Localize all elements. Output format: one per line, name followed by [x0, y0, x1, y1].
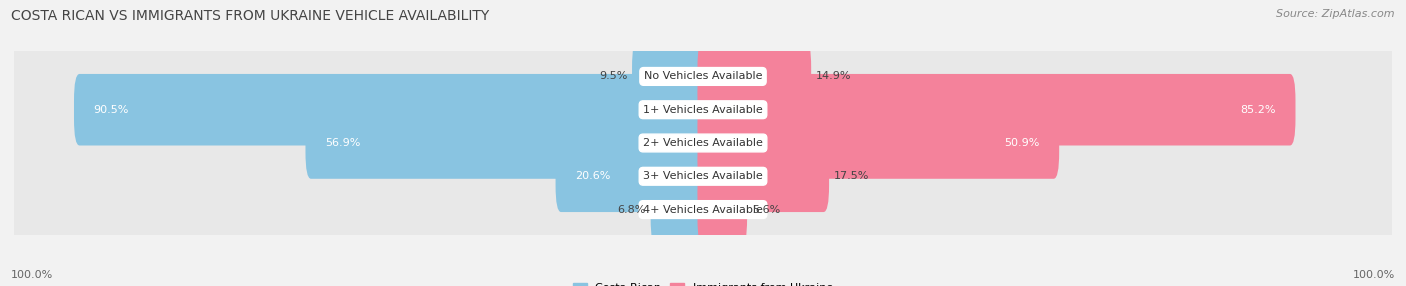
Text: Source: ZipAtlas.com: Source: ZipAtlas.com [1277, 9, 1395, 19]
Text: 3+ Vehicles Available: 3+ Vehicles Available [643, 171, 763, 181]
Text: 6.8%: 6.8% [617, 204, 645, 214]
Text: 20.6%: 20.6% [575, 171, 610, 181]
FancyBboxPatch shape [697, 74, 1295, 146]
Text: 4+ Vehicles Available: 4+ Vehicles Available [643, 204, 763, 214]
Text: No Vehicles Available: No Vehicles Available [644, 72, 762, 82]
FancyBboxPatch shape [697, 174, 747, 245]
Text: 56.9%: 56.9% [325, 138, 360, 148]
FancyBboxPatch shape [651, 174, 709, 245]
FancyBboxPatch shape [4, 80, 1402, 206]
Text: 14.9%: 14.9% [815, 72, 852, 82]
FancyBboxPatch shape [305, 107, 709, 179]
FancyBboxPatch shape [75, 74, 709, 146]
Text: 100.0%: 100.0% [1353, 270, 1395, 280]
Text: 50.9%: 50.9% [1004, 138, 1040, 148]
FancyBboxPatch shape [697, 107, 1059, 179]
Text: 17.5%: 17.5% [834, 171, 869, 181]
Text: 1+ Vehicles Available: 1+ Vehicles Available [643, 105, 763, 115]
FancyBboxPatch shape [555, 140, 709, 212]
FancyBboxPatch shape [697, 140, 830, 212]
FancyBboxPatch shape [633, 41, 709, 112]
Text: 2+ Vehicles Available: 2+ Vehicles Available [643, 138, 763, 148]
FancyBboxPatch shape [697, 41, 811, 112]
FancyBboxPatch shape [4, 146, 1402, 273]
Text: 9.5%: 9.5% [599, 72, 627, 82]
Text: 5.6%: 5.6% [752, 204, 780, 214]
Text: 100.0%: 100.0% [11, 270, 53, 280]
FancyBboxPatch shape [4, 13, 1402, 140]
FancyBboxPatch shape [4, 113, 1402, 240]
Text: 90.5%: 90.5% [93, 105, 129, 115]
Text: 85.2%: 85.2% [1240, 105, 1277, 115]
FancyBboxPatch shape [4, 46, 1402, 173]
Text: COSTA RICAN VS IMMIGRANTS FROM UKRAINE VEHICLE AVAILABILITY: COSTA RICAN VS IMMIGRANTS FROM UKRAINE V… [11, 9, 489, 23]
Legend: Costa Rican, Immigrants from Ukraine: Costa Rican, Immigrants from Ukraine [574, 283, 832, 286]
